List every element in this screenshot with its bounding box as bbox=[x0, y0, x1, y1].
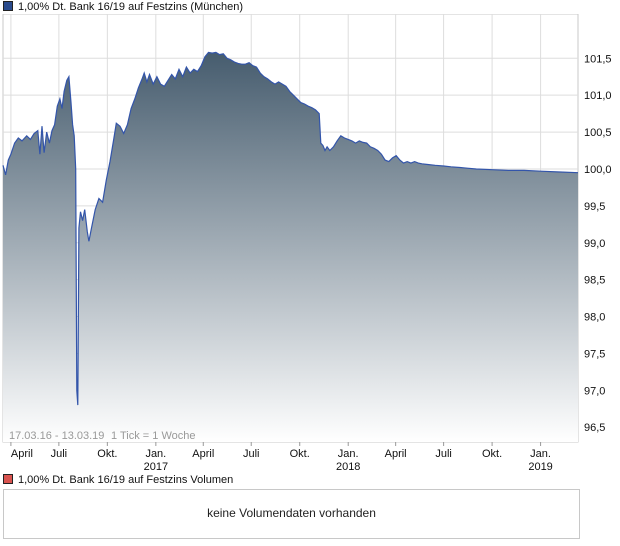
price-legend-label: 1,00% Dt. Bank 16/19 auf Festzins (Münch… bbox=[18, 1, 244, 13]
y-tick-label: 99,5 bbox=[584, 201, 605, 213]
x-tick-label: Jan. bbox=[530, 448, 551, 460]
price-legend: 1,00% Dt. Bank 16/19 auf Festzins (Münch… bbox=[3, 0, 243, 14]
volume-panel: keine Volumendaten vorhanden bbox=[3, 489, 580, 539]
x-tick-label: Jan. bbox=[145, 448, 166, 460]
x-tick-year-label: 2017 bbox=[144, 461, 168, 473]
price-legend-swatch bbox=[3, 1, 13, 11]
y-tick-label: 98,0 bbox=[584, 312, 605, 324]
y-tick-label: 100,5 bbox=[584, 127, 612, 139]
y-axis-ticks: 101,5 101,0 100,5 100,0 99,5 99,0 98,5 98,0 97,5… bbox=[584, 53, 612, 434]
y-tick-label: 98,5 bbox=[584, 275, 605, 287]
x-tick-label: April bbox=[385, 448, 407, 460]
tick-info-label: 1 Tick = 1 Woche bbox=[111, 430, 195, 442]
y-tick-label: 96,5 bbox=[584, 422, 605, 434]
y-tick-label: 97,0 bbox=[584, 385, 605, 397]
x-tick-label: Juli bbox=[51, 448, 68, 460]
y-tick-label: 101,5 bbox=[584, 53, 612, 65]
volume-legend-swatch bbox=[3, 474, 13, 484]
x-tick-label: Okt. bbox=[97, 448, 117, 460]
x-tick-label: April bbox=[192, 448, 214, 460]
x-tick-label: Juli bbox=[243, 448, 260, 460]
y-tick-label: 100,0 bbox=[584, 164, 612, 176]
x-tick-label: Okt. bbox=[482, 448, 502, 460]
x-tick-year-label: 2019 bbox=[528, 461, 552, 473]
date-range-label: 17.03.16 - 13.03.19 bbox=[9, 430, 104, 442]
x-tick-label: Okt. bbox=[290, 448, 310, 460]
volume-legend: 1,00% Dt. Bank 16/19 auf Festzins Volume… bbox=[3, 473, 233, 487]
x-tick-label: April bbox=[11, 448, 33, 460]
x-tick-label: Juli bbox=[435, 448, 452, 460]
price-line bbox=[2, 51, 579, 406]
y-tick-label: 97,5 bbox=[584, 348, 605, 360]
price-chart: 101,5 101,0 100,5 100,0 99,5 99,0 98,5 98,0 97,5… bbox=[2, 14, 612, 473]
price-area bbox=[3, 52, 578, 443]
y-tick-label: 101,0 bbox=[584, 90, 612, 102]
x-tick-year-label: 2018 bbox=[336, 461, 360, 473]
y-tick-label: 99,0 bbox=[584, 238, 605, 250]
no-volume-message: keine Volumendaten vorhanden bbox=[207, 506, 376, 520]
volume-legend-label: 1,00% Dt. Bank 16/19 auf Festzins Volume… bbox=[18, 474, 234, 486]
x-tick-label: Jan. bbox=[338, 448, 359, 460]
